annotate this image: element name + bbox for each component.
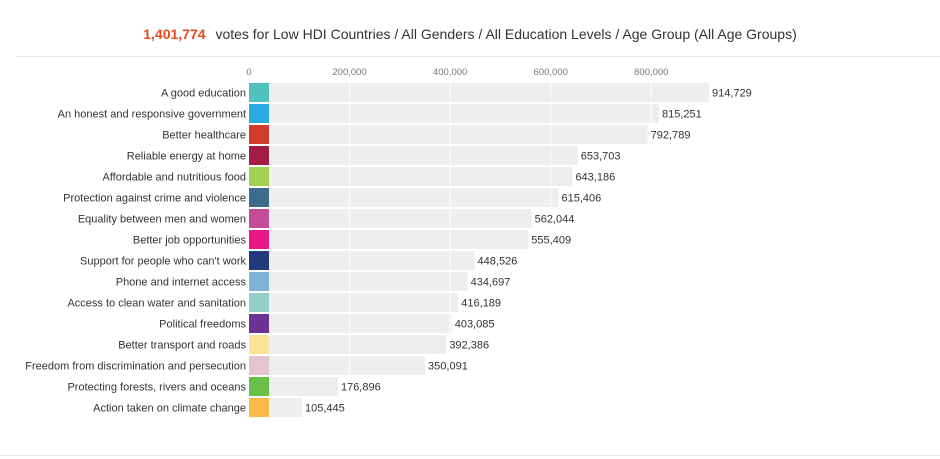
category-label: Better job opportunities (133, 235, 247, 247)
swatch-15 (249, 398, 269, 417)
swatch-5 (249, 188, 269, 207)
category-label: Better transport and roads (118, 340, 246, 352)
category-label: Protecting forests, rivers and oceans (67, 382, 246, 394)
swatch-14 (249, 377, 269, 396)
swatch-11 (249, 314, 269, 333)
value-label: 815,251 (662, 109, 702, 121)
bar-12[interactable] (249, 335, 447, 354)
swatch-7 (249, 230, 269, 249)
total-votes: 1,401,774 (143, 26, 206, 42)
value-label: 653,703 (581, 151, 621, 163)
category-label: A good education (161, 88, 246, 100)
value-label: 403,085 (455, 319, 495, 331)
swatch-6 (249, 209, 269, 228)
value-label: 555,409 (531, 235, 571, 247)
bar-2[interactable] (249, 125, 648, 144)
swatch-0 (249, 83, 269, 102)
category-label: Political freedoms (159, 319, 246, 331)
swatch-3 (249, 146, 269, 165)
value-label: 562,044 (535, 214, 575, 226)
header-caption: votes for Low HDI Countries / All Gender… (215, 26, 797, 42)
bar-6[interactable] (249, 209, 532, 228)
bar-14[interactable] (249, 377, 338, 396)
category-label: Phone and internet access (116, 277, 247, 289)
value-label: 392,386 (449, 340, 489, 352)
swatch-4 (249, 167, 269, 186)
bar-11[interactable] (249, 314, 452, 333)
x-tick-label: 800,000 (634, 67, 668, 78)
chart-header: 1,401,774 votes for Low HDI Countries / … (0, 26, 940, 42)
category-label: Better healthcare (162, 130, 246, 142)
value-label: 643,186 (575, 172, 615, 184)
bar-8[interactable] (249, 251, 475, 270)
value-label: 434,697 (471, 277, 511, 289)
category-label: Protection against crime and violence (63, 193, 246, 205)
category-label: Support for people who can't work (80, 256, 246, 268)
swatch-2 (249, 125, 269, 144)
swatch-10 (249, 293, 269, 312)
bottom-divider (0, 455, 940, 456)
bar-10[interactable] (249, 293, 459, 312)
bar-5[interactable] (249, 188, 559, 207)
category-label: Access to clean water and sanitation (67, 298, 246, 310)
category-label: Equality between men and women (78, 214, 246, 226)
bar-9[interactable] (249, 272, 468, 291)
category-label: Freedom from discrimination and persecut… (25, 361, 246, 373)
value-label: 448,526 (478, 256, 518, 268)
top-divider (15, 56, 940, 57)
bar-13[interactable] (249, 356, 426, 375)
x-tick-label: 200,000 (332, 67, 366, 78)
bar-0[interactable] (249, 83, 709, 102)
category-label: Action taken on climate change (93, 403, 246, 415)
bar-1[interactable] (249, 104, 659, 123)
bar-3[interactable] (249, 146, 578, 165)
swatch-9 (249, 272, 269, 291)
value-label: 416,189 (461, 298, 501, 310)
x-tick-label: 0 (246, 67, 251, 78)
value-label: 176,896 (341, 382, 381, 394)
value-label: 792,789 (651, 130, 691, 142)
x-tick-label: 400,000 (433, 67, 467, 78)
swatch-1 (249, 104, 269, 123)
value-label: 914,729 (712, 88, 752, 100)
bar-7[interactable] (249, 230, 529, 249)
category-label: Affordable and nutritious food (102, 172, 246, 184)
category-label: Reliable energy at home (127, 151, 246, 163)
x-tick-label: 600,000 (534, 67, 568, 78)
bar-4[interactable] (249, 167, 573, 186)
value-label: 105,445 (305, 403, 345, 415)
value-label: 350,091 (428, 361, 468, 373)
category-label: An honest and responsive government (58, 109, 246, 121)
swatch-13 (249, 356, 269, 375)
swatch-8 (249, 251, 269, 270)
swatch-12 (249, 335, 269, 354)
value-label: 615,406 (561, 193, 601, 205)
